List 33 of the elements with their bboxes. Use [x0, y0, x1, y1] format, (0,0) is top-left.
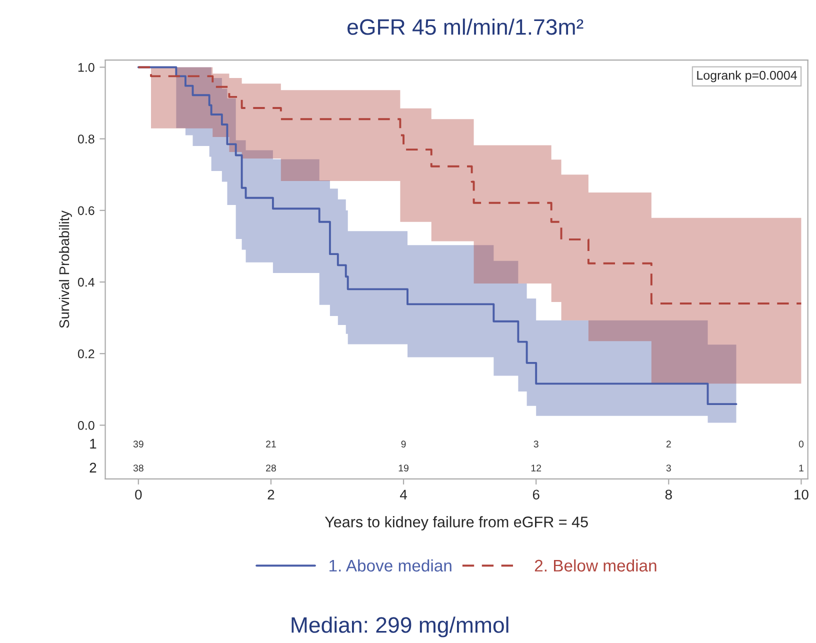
- annotation: 2: [666, 440, 671, 448]
- x-tick-label: 2: [268, 490, 274, 500]
- y-tick-label: 0.8: [78, 134, 94, 144]
- y-tick-label: 0.4: [78, 278, 94, 287]
- text: Median: 299 mg/mmol: [292, 616, 508, 638]
- annotation: 0: [798, 440, 804, 448]
- text: 2: [90, 462, 96, 472]
- annotation: 19: [398, 464, 408, 472]
- y-tick-label: 1.0: [78, 63, 94, 72]
- y-tick-label: 0.0: [78, 421, 94, 430]
- x-tick-label: 8: [665, 490, 672, 500]
- annotation: 3: [534, 440, 538, 448]
- annotation: 3: [666, 464, 671, 472]
- annotation: 28: [266, 464, 276, 472]
- y-tick-label: 0.2: [78, 349, 94, 358]
- annotation: 38: [133, 464, 144, 472]
- legend-label: 1. Above median: [330, 559, 452, 572]
- x-tick-label: 4: [400, 490, 407, 500]
- legend-label: 2. Below median: [534, 559, 656, 572]
- annotation: Logrank p=0.0004: [697, 70, 797, 82]
- annotation: 1: [799, 464, 804, 472]
- y-tick-label: 0.6: [78, 206, 94, 216]
- x-tick-label: 6: [532, 490, 540, 500]
- x-axis-title: Years to kidney failure from eGFR = 45: [324, 516, 588, 530]
- text: 1: [90, 438, 96, 448]
- chart-title: eGFR 45 ml/min/1.73m²: [348, 18, 584, 35]
- annotation: 21: [266, 440, 276, 448]
- x-tick-label: 10: [794, 490, 808, 500]
- annotation: 9: [401, 440, 406, 448]
- x-tick-label: 0: [135, 490, 142, 500]
- annotation: 12: [531, 464, 542, 472]
- y-axis-title: Survival Probability: [58, 210, 72, 328]
- annotation: 39: [133, 440, 144, 448]
